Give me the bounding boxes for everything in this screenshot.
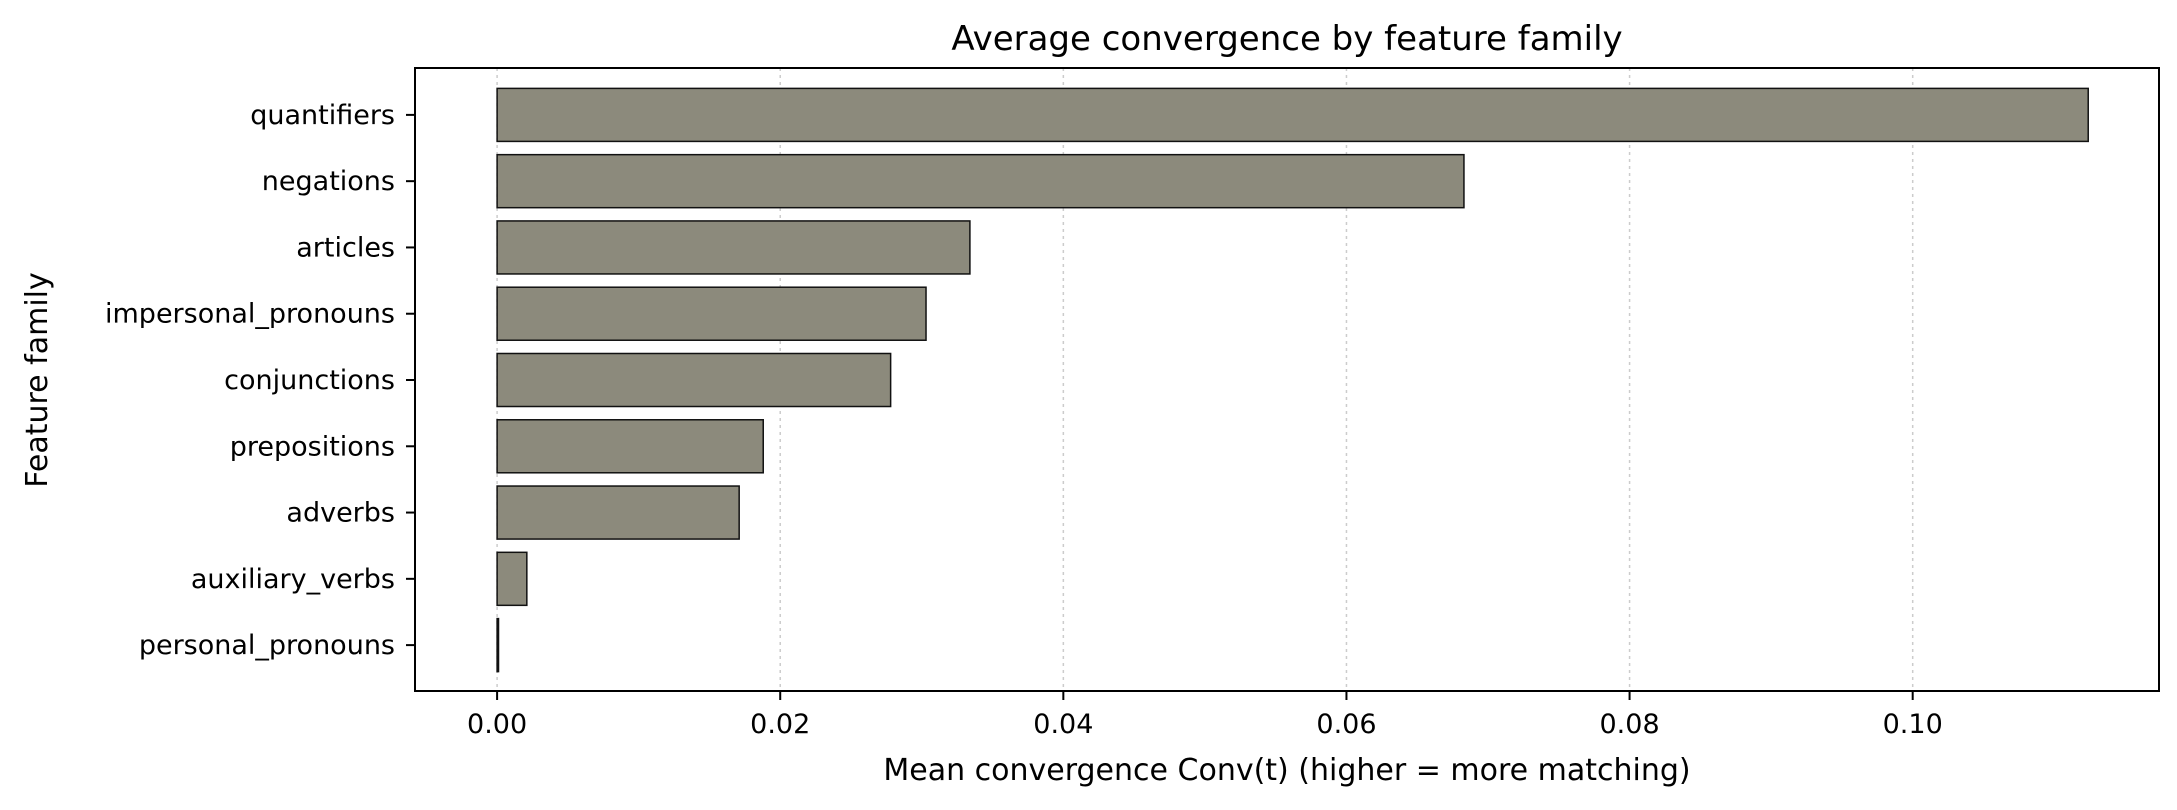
y-tick-label: auxiliary_verbs <box>191 564 395 595</box>
bar-prepositions <box>496 419 764 474</box>
bar-negations <box>496 153 1465 209</box>
y-tick-label: personal_pronouns <box>139 630 395 661</box>
x-tick-label: 0.08 <box>1600 709 1660 740</box>
plot-area-frame <box>414 67 2160 692</box>
x-axis-ticks: 0.00 0.02 0.04 0.06 0.08 0.10 <box>467 691 1943 740</box>
y-tick-label: prepositions <box>230 431 395 462</box>
y-tick-label: adverbs <box>286 498 395 529</box>
y-tick-label: conjunctions <box>224 365 395 396</box>
x-axis-label: Mean convergence Conv(t) (higher = more … <box>883 753 1690 788</box>
bar-articles <box>496 220 971 275</box>
x-tick-label: 0.06 <box>1316 709 1376 740</box>
bar-conjunctions <box>496 352 892 408</box>
y-tick-label: quantifiers <box>250 100 395 131</box>
bar-adverbs <box>496 485 740 540</box>
y-tick-label: impersonal_pronouns <box>105 299 395 330</box>
y-axis-label: Feature family <box>20 272 55 488</box>
bar-personal-pronouns <box>496 617 500 673</box>
x-tick-label: 0.04 <box>1033 709 1093 740</box>
chart-title: Average convergence by feature family <box>951 19 1622 59</box>
bar-auxiliary-verbs <box>496 551 528 607</box>
x-tick-label: 0.10 <box>1883 709 1943 740</box>
y-tick-label: articles <box>296 232 395 263</box>
x-tick-label: 0.00 <box>467 709 527 740</box>
bar-quantifiers <box>496 87 2089 143</box>
bars <box>496 87 2089 673</box>
y-tick-label: negations <box>262 166 395 197</box>
bar-impersonal-pronouns <box>496 286 927 341</box>
x-tick-label: 0.02 <box>750 709 810 740</box>
y-axis-ticks: quantifiers negations articles impersonal_p… <box>105 100 415 661</box>
